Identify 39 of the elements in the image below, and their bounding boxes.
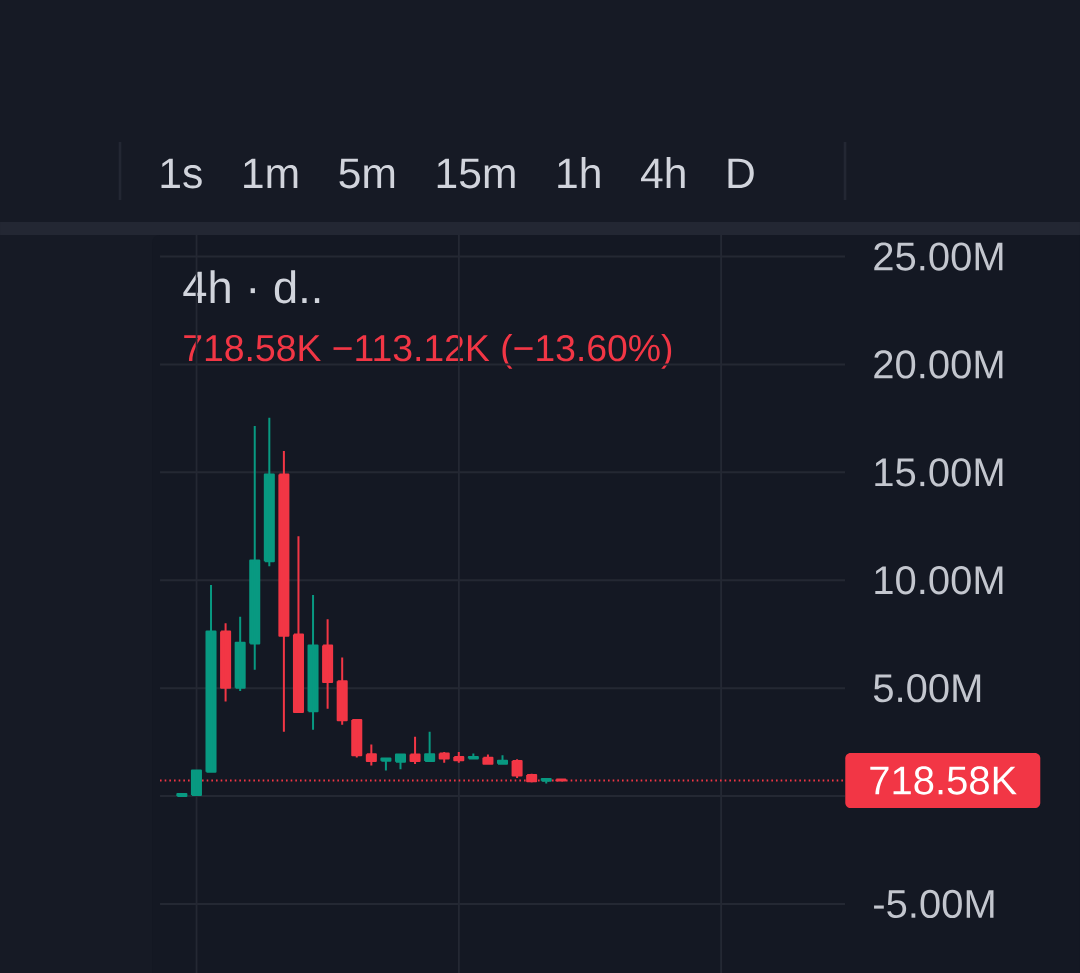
candlestick (278, 449, 290, 733)
text: 1m (244, 158, 298, 188)
candlestick (176, 792, 188, 798)
text: 1h (558, 157, 600, 188)
text: 718.58K −113.12K (−13.60%) (184, 333, 672, 369)
candlestick (322, 618, 334, 710)
candlestick (307, 593, 319, 731)
candlestick (336, 656, 348, 726)
y-tick-label: 15.00M (875, 458, 1003, 487)
candlestick (365, 743, 377, 767)
y-tick-label: 5.00M (873, 673, 981, 703)
candlestick (496, 754, 509, 765)
y-tick-label: 20.00M (874, 350, 1003, 379)
text: 15m (437, 158, 515, 189)
y-tick-label: -5.00M (874, 889, 994, 919)
candlestick (511, 758, 523, 780)
text: 5m (339, 158, 395, 189)
candlestick (292, 535, 304, 714)
text: 1s (161, 158, 202, 189)
candlestick (249, 424, 261, 671)
candlestick (409, 735, 421, 766)
text: D (728, 158, 754, 188)
candlestick (453, 751, 465, 764)
candlestick (263, 416, 275, 568)
candlestick (351, 718, 363, 759)
candlestick (205, 583, 217, 774)
candlestick (380, 756, 392, 772)
candlestick (540, 777, 552, 785)
candlestick (234, 615, 246, 692)
text: 4h (640, 157, 685, 188)
candlestick (220, 622, 232, 703)
y-tick-label: 25.00M (874, 242, 1003, 271)
text: 4h · d.. (183, 270, 320, 304)
candlestick (424, 730, 436, 763)
candlestick (190, 769, 202, 797)
ref-line-label: 718.58K (870, 766, 1017, 795)
y-tick-label: 10.00M (875, 566, 1003, 595)
candlestick (482, 753, 494, 765)
candlestick (394, 753, 407, 771)
